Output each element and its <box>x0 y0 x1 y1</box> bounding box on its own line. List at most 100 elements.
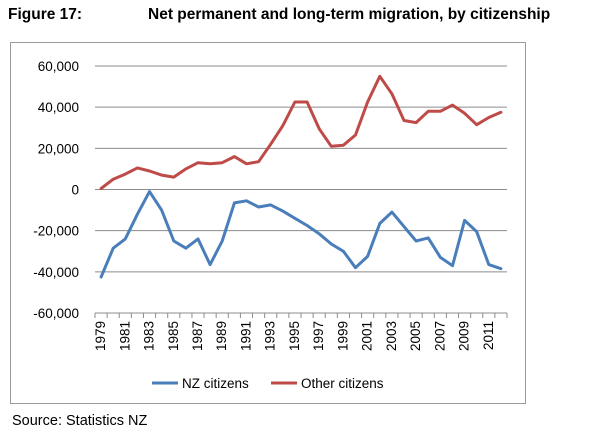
data-point-nz-citizens <box>402 225 406 228</box>
data-point-other-citizens <box>487 116 491 119</box>
chart-frame: -60,000 -40,000 -20,000 0 20,000 40,000 60,000… <box>10 42 526 404</box>
data-point-other-citizens <box>233 155 236 158</box>
data-point-nz-citizens <box>439 256 442 259</box>
x-tick-label: 1989 <box>214 321 229 351</box>
x-tick-label: 2011 <box>481 321 496 350</box>
line-chart: -60,000 -40,000 -20,000 0 20,000 40,000 60,000… <box>33 59 508 391</box>
data-point-other-citizens <box>172 175 175 179</box>
data-point-other-citizens <box>99 187 103 190</box>
data-point-nz-citizens <box>111 246 115 250</box>
data-point-nz-citizens <box>342 250 345 253</box>
data-point-nz-citizens <box>414 239 418 243</box>
data-point-nz-citizens <box>390 210 394 214</box>
x-tick-label: 2009 <box>457 321 472 351</box>
data-point-other-citizens <box>330 145 333 148</box>
data-point-nz-citizens <box>136 213 139 216</box>
y-tick-label: 40,000 <box>38 100 79 115</box>
data-point-other-citizens <box>439 110 442 113</box>
data-point-nz-citizens <box>245 199 248 203</box>
data-point-nz-citizens <box>378 222 381 225</box>
x-tick-label: 1981 <box>117 321 132 351</box>
x-tick-label: 1997 <box>311 321 326 351</box>
series-line-nz-citizens <box>99 190 503 279</box>
data-point-other-citizens <box>245 162 248 165</box>
data-point-other-citizens <box>208 162 212 165</box>
x-tick-label: 1983 <box>142 321 157 351</box>
data-point-nz-citizens <box>366 255 369 258</box>
data-point-other-citizens <box>414 121 418 124</box>
data-point-other-citizens <box>281 124 285 127</box>
data-point-other-citizens <box>499 111 503 114</box>
data-point-nz-citizens <box>221 239 224 243</box>
data-point-other-citizens <box>427 110 430 113</box>
data-point-other-citizens <box>196 161 200 164</box>
data-point-nz-citizens <box>330 242 333 246</box>
data-point-nz-citizens <box>160 208 163 212</box>
data-point-nz-citizens <box>427 236 430 240</box>
y-tick-label: -60,000 <box>33 306 79 321</box>
data-point-other-citizens <box>111 178 115 181</box>
data-point-nz-citizens <box>269 203 272 207</box>
x-tick-label: 2001 <box>360 321 375 351</box>
data-point-nz-citizens <box>317 232 321 235</box>
data-point-nz-citizens <box>184 246 188 250</box>
data-point-nz-citizens <box>354 266 357 269</box>
data-point-nz-citizens <box>148 190 151 193</box>
data-point-other-citizens <box>160 173 163 177</box>
data-point-other-citizens <box>354 133 357 137</box>
data-point-nz-citizens <box>233 201 236 205</box>
y-tick-label: 0 <box>71 183 79 198</box>
x-tick-label: 1979 <box>93 321 108 351</box>
x-tick-label: 2005 <box>408 321 423 351</box>
figure-number: Figure 17: <box>8 6 83 23</box>
data-point-nz-citizens <box>196 237 200 241</box>
data-point-other-citizens <box>136 166 139 170</box>
source-note: Source: Statistics NZ <box>12 413 148 429</box>
data-point-other-citizens <box>221 161 224 164</box>
figure-title: Figure 17: Net permanent and long-term mi… <box>8 6 550 24</box>
y-tick-label: -20,000 <box>33 224 79 239</box>
data-point-nz-citizens <box>124 237 127 241</box>
data-point-other-citizens <box>148 169 151 173</box>
data-point-other-citizens <box>293 100 297 104</box>
data-point-nz-citizens <box>172 239 175 243</box>
data-point-nz-citizens <box>499 267 503 270</box>
data-point-nz-citizens <box>257 205 260 209</box>
data-point-other-citizens <box>257 160 260 163</box>
series-line-other-citizens <box>99 74 503 190</box>
x-tick-label: 1987 <box>190 321 205 351</box>
data-point-nz-citizens <box>208 263 212 266</box>
data-point-nz-citizens <box>487 263 491 266</box>
data-point-nz-citizens <box>475 230 478 233</box>
data-point-other-citizens <box>475 123 478 126</box>
y-tick-label: -40,000 <box>33 265 79 280</box>
legend-label-nz-citizens: NZ citizens <box>182 376 249 391</box>
data-point-other-citizens <box>317 127 321 130</box>
data-point-nz-citizens <box>451 264 454 267</box>
data-point-nz-citizens <box>293 217 297 220</box>
x-tick-label: 1985 <box>166 321 181 351</box>
data-point-other-citizens <box>269 143 272 146</box>
data-point-nz-citizens <box>305 224 309 227</box>
x-tick-label: 2003 <box>384 321 399 351</box>
data-point-other-citizens <box>451 103 454 107</box>
x-tick-label: 2007 <box>432 321 447 351</box>
data-point-nz-citizens <box>99 275 103 279</box>
data-point-other-citizens <box>366 100 369 104</box>
data-point-other-citizens <box>463 112 466 115</box>
x-tick-label: 1999 <box>335 321 350 351</box>
data-point-other-citizens <box>342 144 345 147</box>
data-point-other-citizens <box>124 172 127 176</box>
x-tick-label: 1993 <box>263 321 278 351</box>
data-point-other-citizens <box>402 119 406 122</box>
data-point-nz-citizens <box>463 219 466 222</box>
data-point-other-citizens <box>378 75 381 78</box>
data-point-other-citizens <box>184 167 188 171</box>
y-tick-label: 60,000 <box>38 59 79 74</box>
data-point-other-citizens <box>305 100 309 104</box>
data-point-other-citizens <box>390 92 394 95</box>
x-tick-label: 1995 <box>287 321 302 351</box>
figure-title-text: Net permanent and long-term migration, b… <box>148 6 551 23</box>
legend-label-other-citizens: Other citizens <box>301 376 384 391</box>
y-tick-label: 20,000 <box>38 141 79 156</box>
